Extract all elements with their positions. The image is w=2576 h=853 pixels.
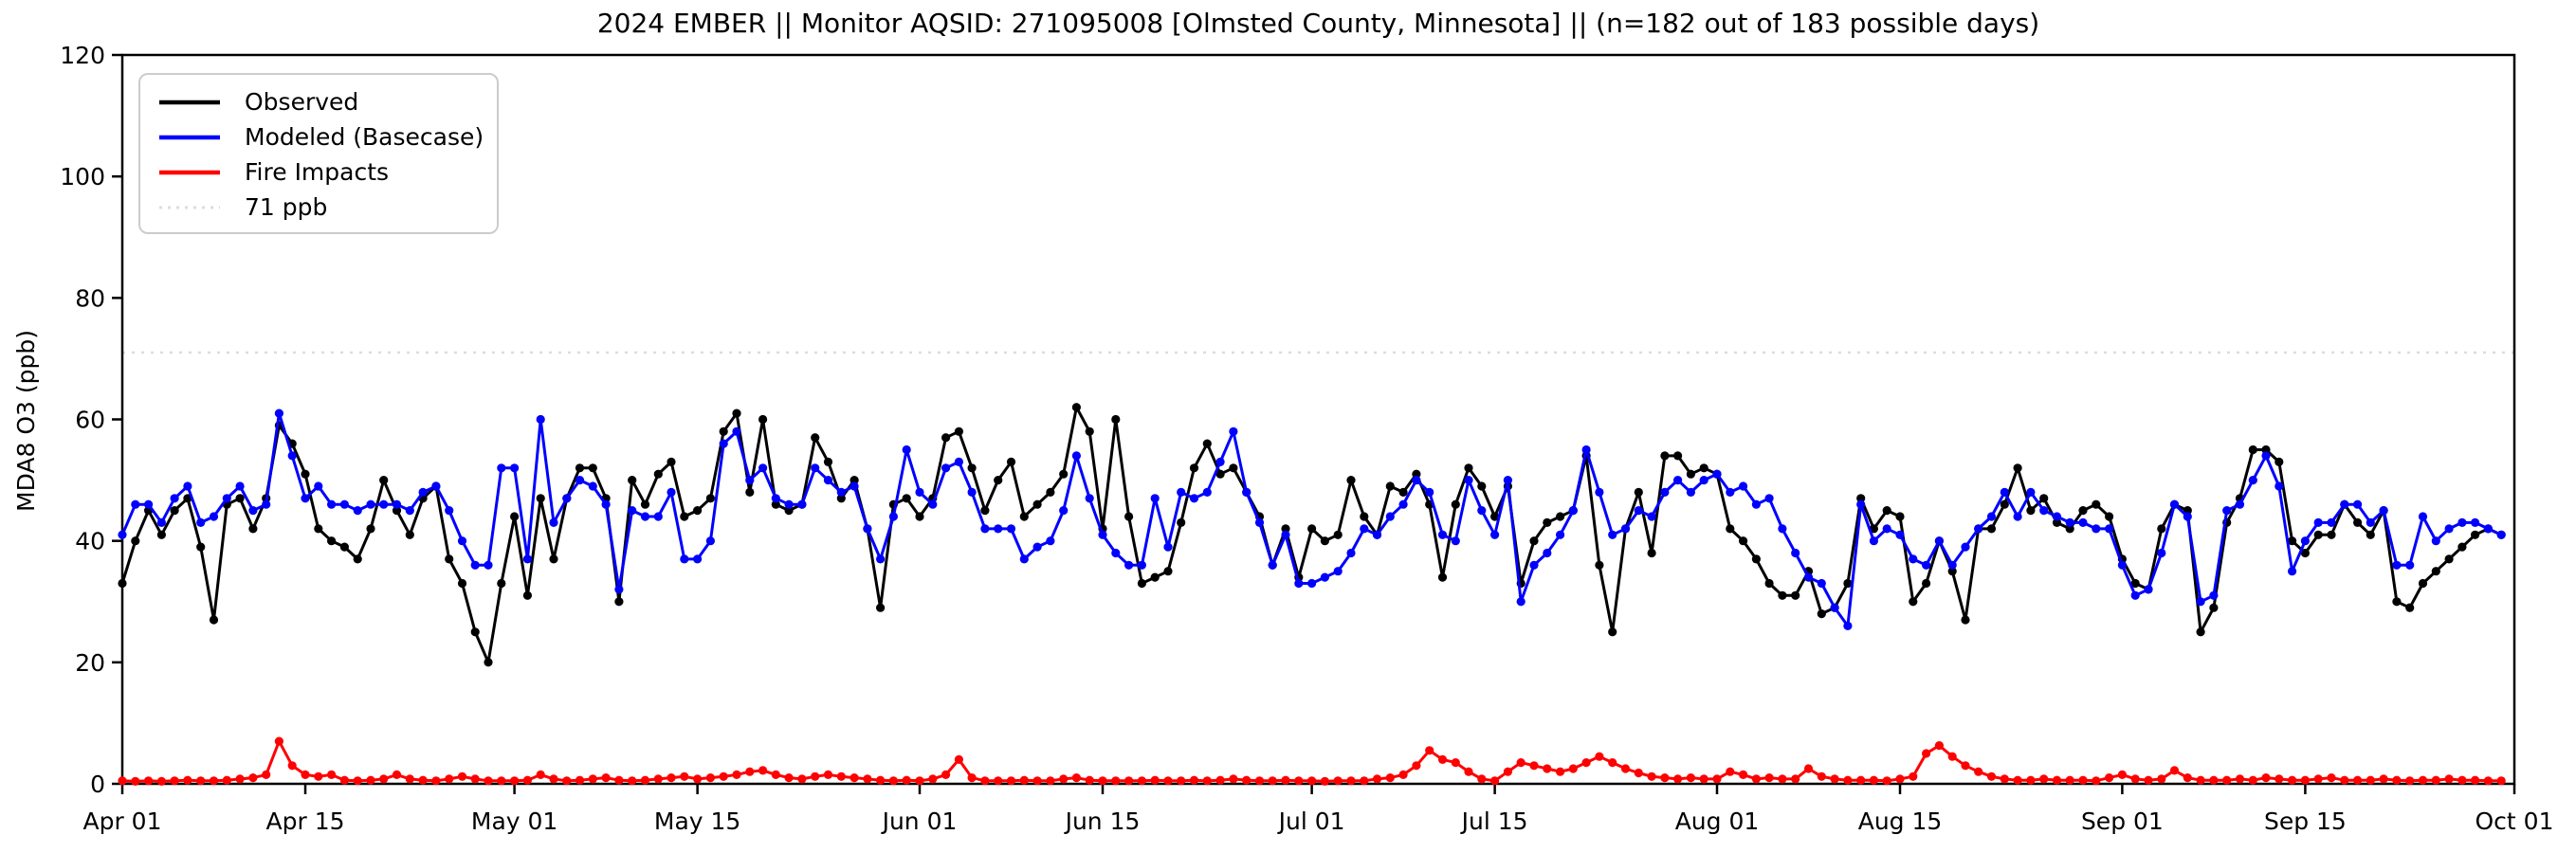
x-tick-label: Aug 01 — [1675, 808, 1760, 835]
y-tick-label: 40 — [75, 528, 105, 555]
x-tick-label: Jun 01 — [881, 808, 958, 835]
x-tick-label: Apr 01 — [82, 808, 161, 835]
x-tick-label: Sep 01 — [2081, 808, 2164, 835]
series-modeled-basecase- — [118, 408, 2506, 631]
x-tick-label: Apr 15 — [266, 808, 345, 835]
legend-label: Modeled (Basecase) — [245, 123, 484, 151]
x-tick-label: May 01 — [471, 808, 557, 835]
legend-key-fire — [159, 163, 220, 181]
x-tick-label: Jun 15 — [1064, 808, 1141, 835]
y-tick-label: 80 — [75, 284, 105, 312]
y-tick-label: 120 — [60, 42, 105, 69]
series-fire-impacts — [118, 736, 2506, 787]
legend-item-fire: Fire Impacts — [159, 154, 497, 190]
x-tick-label: Oct 01 — [2476, 808, 2554, 835]
y-tick-label: 60 — [75, 407, 105, 434]
x-tick-label: Jul 01 — [1277, 808, 1345, 835]
legend: Observed Modeled (Basecase) Fire Impacts… — [138, 73, 499, 234]
chart-title: 2024 EMBER || Monitor AQSID: 271095008 [… — [596, 8, 2040, 39]
legend-label: 71 ppb — [245, 193, 328, 221]
series-observed — [118, 403, 2506, 667]
legend-item-observed: Observed — [159, 84, 497, 119]
legend-item-threshold: 71 ppb — [159, 190, 497, 225]
x-tick-label: Jul 15 — [1460, 808, 1528, 835]
y-axis-label: MDA8 O3 (ppb) — [12, 330, 40, 512]
x-tick-label: Aug 15 — [1858, 808, 1943, 835]
legend-key-modeled — [159, 128, 220, 146]
legend-key-observed — [159, 93, 220, 111]
legend-label: Fire Impacts — [245, 158, 390, 186]
y-tick-label: 0 — [90, 771, 105, 798]
y-tick-label: 100 — [60, 163, 105, 191]
legend-key-threshold — [159, 198, 220, 216]
y-tick-label: 20 — [75, 649, 105, 677]
x-tick-label: Sep 15 — [2264, 808, 2347, 835]
legend-item-modeled: Modeled (Basecase) — [159, 119, 497, 154]
legend-label: Observed — [245, 88, 359, 116]
x-tick-label: May 15 — [654, 808, 740, 835]
